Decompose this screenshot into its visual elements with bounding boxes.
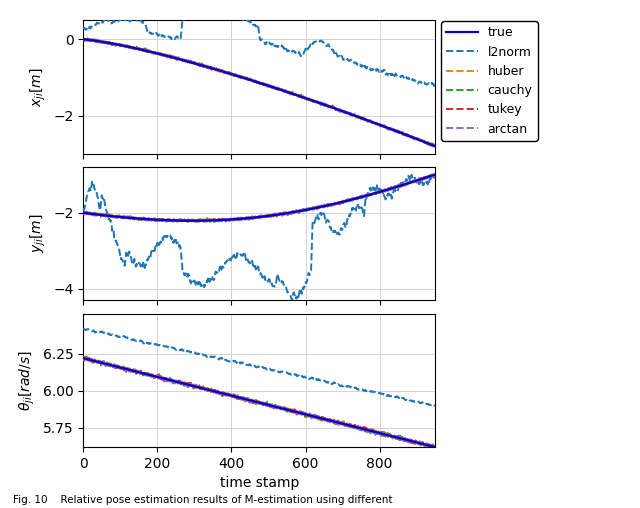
Legend: true, l2norm, huber, cauchy, tukey, arctan: true, l2norm, huber, cauchy, tukey, arct… — [442, 21, 538, 141]
Text: Fig. 10    Relative pose estimation results of M-estimation using different: Fig. 10 Relative pose estimation results… — [13, 495, 392, 505]
Y-axis label: $\theta_{ji}[rad/s]$: $\theta_{ji}[rad/s]$ — [18, 350, 37, 411]
Y-axis label: $x_{ji}[m]$: $x_{ji}[m]$ — [28, 67, 47, 107]
Y-axis label: $y_{ji}[m]$: $y_{ji}[m]$ — [28, 214, 47, 253]
X-axis label: time stamp: time stamp — [220, 477, 299, 490]
